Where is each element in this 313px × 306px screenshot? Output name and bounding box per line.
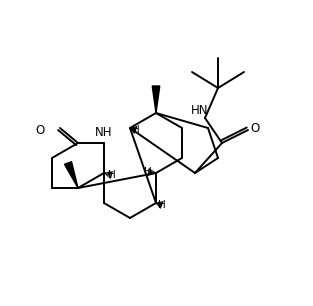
Text: O: O [35,124,45,136]
Text: NH: NH [95,125,113,139]
Polygon shape [152,86,160,113]
Text: H: H [158,200,166,210]
Text: H: H [108,170,116,180]
Text: O: O [250,121,259,135]
Text: HN: HN [191,103,209,117]
Text: H: H [132,125,140,135]
Polygon shape [64,162,78,188]
Text: H: H [144,167,152,177]
